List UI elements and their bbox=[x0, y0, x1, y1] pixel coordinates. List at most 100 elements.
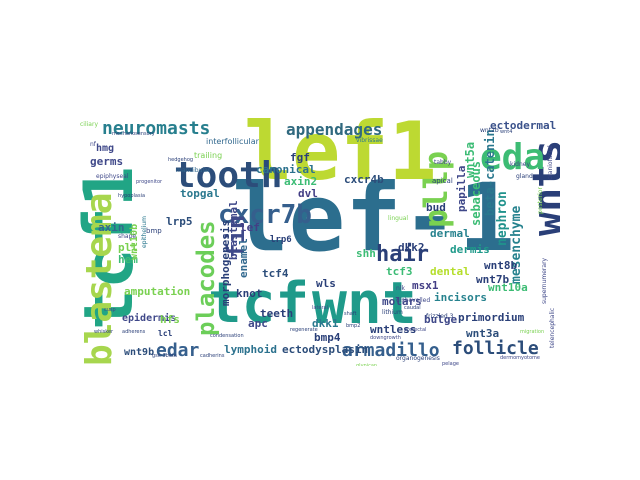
word-posterior: posterior bbox=[537, 187, 544, 214]
word-knot: knot bbox=[236, 287, 263, 300]
word-wnt: wnt bbox=[312, 269, 417, 337]
word-lingual: lingual bbox=[388, 215, 409, 222]
word-lateral: lateral bbox=[312, 305, 328, 311]
word-whisker: whisker bbox=[94, 329, 114, 335]
word-msx1: msx1 bbox=[412, 279, 439, 292]
word-lcl: lcl bbox=[158, 329, 173, 338]
word-molars: molars bbox=[382, 295, 422, 308]
word-incisors: incisors bbox=[434, 291, 487, 304]
word-nlk: nlk bbox=[396, 285, 405, 292]
word-supernumerary: supernumerary bbox=[541, 257, 548, 304]
word-progenitor: progenitor bbox=[136, 179, 163, 185]
word-kidney: kidney bbox=[510, 161, 530, 168]
word-nf: nf bbox=[90, 141, 96, 148]
word-pll: pll bbox=[118, 241, 138, 254]
word-dvl: dvl bbox=[298, 187, 318, 200]
word-telencephalic: telencephalic bbox=[549, 307, 556, 348]
word-dkk2: dkk2 bbox=[398, 241, 425, 254]
word-cadherins: cadherins bbox=[200, 353, 225, 359]
word-follicle: follicle bbox=[452, 338, 539, 359]
word-primordium: primordium bbox=[458, 311, 525, 324]
word-wnt10b: wnt10b bbox=[129, 223, 140, 260]
word-tabby: tabby bbox=[434, 159, 452, 166]
word-bud: bud bbox=[426, 201, 446, 214]
word-axin: axin bbox=[98, 221, 125, 234]
word-dermis: dermis bbox=[450, 243, 490, 256]
word-vibrissae: vibrissae bbox=[356, 137, 383, 144]
word-hem: hem bbox=[118, 253, 138, 266]
word-cxcr7b: cxcr7b bbox=[218, 200, 312, 230]
word-mandibular: mandibular bbox=[176, 167, 211, 174]
word-interfollicular: interfollicular bbox=[206, 137, 259, 146]
word-mesenchyme: mesenchyme bbox=[509, 205, 524, 284]
word-teeth: teeth bbox=[260, 307, 294, 320]
word-gsk-3beta: gsk-3beta bbox=[152, 353, 177, 359]
word-canonical: canonical bbox=[256, 163, 316, 176]
word-lef1-top: lef1 bbox=[244, 118, 437, 198]
word-appendages: appendages bbox=[286, 120, 383, 139]
word-hmg: hmg bbox=[96, 143, 115, 154]
word-caudal: caudal bbox=[404, 305, 421, 311]
word-pretectal: pretectal bbox=[404, 327, 427, 333]
word-wnt2b: wnt2b bbox=[480, 127, 499, 134]
word-lrp6: lrp6 bbox=[270, 235, 292, 245]
word-hypoplasia: hypoplasia bbox=[118, 193, 146, 199]
word-apical: apical bbox=[432, 177, 453, 185]
word-hfs: hfs bbox=[160, 313, 180, 326]
word-hair: hair bbox=[376, 242, 429, 267]
word-downgrowth: downgrowth bbox=[370, 335, 401, 341]
word-dishevelled: dishevelled bbox=[396, 297, 431, 304]
word-dental: dental bbox=[430, 265, 470, 278]
word-sebaceous: sebaceous bbox=[469, 160, 483, 226]
word-axin2: axin2 bbox=[284, 175, 318, 188]
word-wnt8b: wnt8b bbox=[484, 259, 518, 272]
word-tooth: tooth bbox=[174, 155, 283, 196]
word-wnt10a: wnt10a bbox=[488, 281, 528, 294]
word-cloud: lef-1 lef1 tcf1 tcf wnt blastema tooth w… bbox=[80, 118, 560, 366]
word-shh: shh bbox=[356, 247, 376, 260]
word-ciliary: ciliary bbox=[80, 121, 98, 128]
word-apc: apc bbox=[248, 317, 268, 330]
word-wls: wls bbox=[316, 277, 336, 290]
word-pelage: pelage bbox=[442, 361, 459, 367]
word-epidermis: epidermis bbox=[122, 313, 177, 324]
word-nephron: nephron bbox=[495, 191, 510, 246]
word-wntless: wntless bbox=[370, 323, 417, 336]
word-lithium: lithium bbox=[382, 309, 403, 316]
word-eda: eda bbox=[480, 137, 546, 178]
word-glands: glands bbox=[516, 173, 536, 180]
word-bmp4: bmp4 bbox=[314, 331, 341, 344]
word-mechanosensory: mechanosensory bbox=[112, 131, 155, 137]
word-wnt9b: wnt9b bbox=[124, 347, 155, 358]
word-dermomyotome: dermomyotome bbox=[500, 355, 541, 361]
word-amputation: amputation bbox=[124, 285, 191, 298]
word-epiphyseal: epiphyseal bbox=[96, 173, 129, 180]
word-armadillo: armadillo bbox=[342, 340, 440, 361]
word-tcf3: tcf3 bbox=[386, 265, 413, 278]
word-wnt4: wnt4 bbox=[500, 129, 513, 135]
word-tcf4: tcf4 bbox=[262, 267, 289, 280]
word-edar: edar bbox=[156, 340, 200, 361]
word-topgal: topgal bbox=[180, 187, 220, 200]
word-cusp: cusp bbox=[104, 307, 116, 313]
word-placodes: placodes bbox=[192, 220, 220, 336]
word-adherens: adherens bbox=[122, 329, 146, 335]
word-papilla: papilla bbox=[455, 165, 468, 212]
word-bmp2: bmp2 bbox=[346, 323, 361, 329]
word-fgf: fgf bbox=[290, 151, 310, 164]
word-glypican: glypican bbox=[356, 363, 378, 367]
word-lef1-large: lef-1 bbox=[232, 164, 515, 273]
word-morphogenesis: morphogenesis bbox=[219, 219, 232, 306]
word-wnt7b: wnt7b bbox=[476, 273, 510, 286]
word-bulge: bulge bbox=[424, 313, 458, 326]
word-regenerate: regenerate bbox=[290, 327, 318, 333]
word-condensation: condensation bbox=[210, 333, 244, 339]
word-tcf: tcf bbox=[208, 271, 310, 336]
word-wnt3a: wnt3a bbox=[466, 327, 500, 340]
word-shaft: shaft bbox=[344, 311, 357, 317]
word-dkk1: dkk1 bbox=[312, 317, 339, 330]
word-lef: lef bbox=[240, 221, 260, 234]
word-ectodysplasin: ectodysplasin bbox=[282, 343, 369, 356]
word-enamel: enamel bbox=[237, 238, 250, 278]
word-lrp5: lrp5 bbox=[166, 215, 193, 228]
